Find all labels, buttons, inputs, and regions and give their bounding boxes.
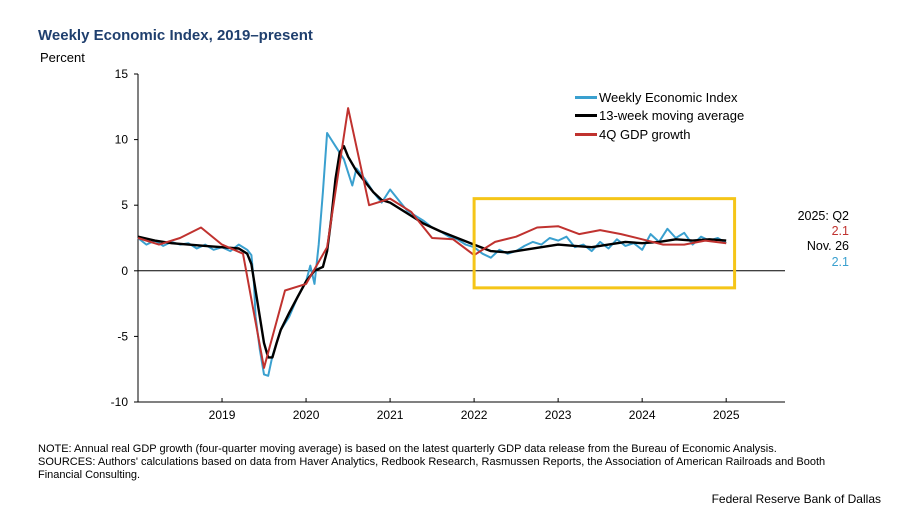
x-tick-label: 2025 — [713, 408, 740, 422]
x-tick-label: 2024 — [629, 408, 656, 422]
x-tick-label: 2022 — [461, 408, 488, 422]
y-tick-label: 10 — [115, 133, 129, 147]
x-tick-label: 2021 — [377, 408, 404, 422]
legend-swatch-gdp — [575, 132, 597, 136]
y-tick-label: -5 — [117, 329, 128, 343]
annotation-gdp-value: 2.1 — [831, 224, 849, 238]
footnote: NOTE: Annual real GDP growth (four-quart… — [38, 443, 838, 482]
annotation-wei-label: Nov. 26 — [806, 239, 849, 253]
legend-label-wei: Weekly Economic Index — [599, 89, 738, 105]
legend-item-gdp: 4Q GDP growth — [575, 125, 744, 144]
legend-item-ma: 13-week moving average — [575, 107, 744, 126]
legend-label-ma: 13-week moving average — [599, 108, 745, 124]
chart-canvas: 15 10 5 0 -5 -10 2019 2020 2021 2022 2023 2024 2025 — [111, 67, 785, 422]
highlight-box — [472, 197, 737, 290]
legend-swatch-ma — [575, 114, 597, 118]
y-tick-label: -10 — [111, 395, 129, 409]
legend-label-gdp: 4Q GDP growth — [599, 126, 691, 142]
series-line-gdp — [137, 107, 727, 369]
legend-swatch-wei — [575, 95, 597, 99]
y-tick-label: 5 — [121, 198, 128, 212]
annotation-wei-value: 2.1 — [831, 255, 849, 269]
chart-legend: Weekly Economic Index 13-week moving ave… — [575, 88, 744, 144]
x-tick-label: 2023 — [545, 408, 572, 422]
series-line-wei — [137, 132, 727, 377]
series-line-ma — [137, 144, 727, 359]
y-axis-label: Percent — [40, 50, 85, 65]
legend-item-wei: Weekly Economic Index — [575, 88, 744, 107]
chart-title: Weekly Economic Index, 2019–present — [38, 27, 313, 44]
x-tick-label: 2020 — [293, 408, 320, 422]
y-tick-label: 15 — [115, 67, 129, 81]
footnote-sources: SOURCES: Authors' calculations based on … — [38, 456, 826, 481]
source-credit: Federal Reserve Bank of Dallas — [711, 492, 881, 506]
y-tick-label: 0 — [121, 264, 128, 278]
x-tick-label: 2019 — [209, 408, 236, 422]
footnote-note: NOTE: Annual real GDP growth (four-quart… — [38, 443, 777, 455]
annotation-gdp-label: 2025: Q2 — [797, 209, 849, 223]
